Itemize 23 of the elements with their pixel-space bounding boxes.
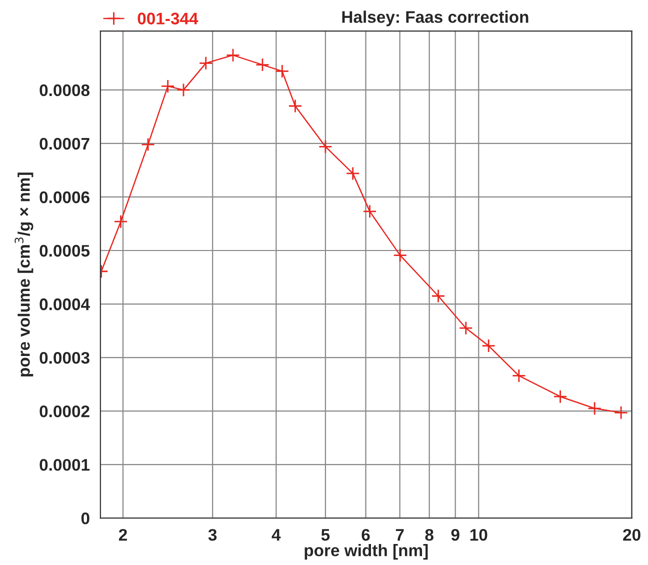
x-tick-label: 4 xyxy=(272,529,281,541)
x-tick-label: 9 xyxy=(451,528,460,541)
x-tick-label: 7 xyxy=(396,529,404,541)
x-tick-label: 3 xyxy=(208,528,217,541)
y-tick-label: 0.0001 xyxy=(40,458,90,471)
x-tick-label: 8 xyxy=(425,528,434,541)
x-tick-label: 10 xyxy=(470,528,488,541)
x-tick-label: 5 xyxy=(321,529,330,541)
y-tick-label: 0.0004 xyxy=(40,298,90,310)
x-tick-label: 2 xyxy=(118,528,127,541)
chart-title: Halsey: Faas correction xyxy=(342,10,528,26)
x-axis-title: pore width [nm] xyxy=(304,544,428,560)
legend-label: 001-344 xyxy=(138,12,198,24)
y-tick-label: 0.0003 xyxy=(40,352,90,364)
x-tick-label: 6 xyxy=(362,528,370,541)
y-tick-label: 0.0008 xyxy=(40,84,90,96)
y-tick-label: 0.0002 xyxy=(40,405,90,418)
y-tick-label: 0.0006 xyxy=(40,191,90,204)
x-tick-label: 20 xyxy=(623,528,640,541)
y-tick-label: 0.0007 xyxy=(40,138,90,150)
y-tick-label: 0.0005 xyxy=(40,244,90,257)
y-tick-label: 0 xyxy=(81,512,90,524)
y-axis-title: pore volume [cm$^{3}$/g × nm] xyxy=(14,172,34,376)
